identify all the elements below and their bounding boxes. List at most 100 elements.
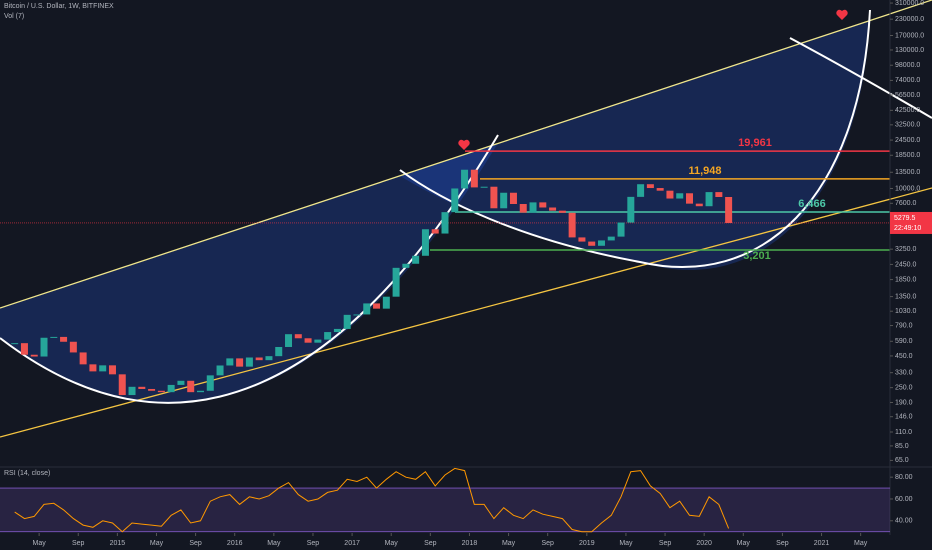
candle [333,328,341,333]
arc [0,134,499,404]
x-tick-label: May [619,540,633,547]
x-tick-label: 2021 [814,540,830,547]
x-tick-label: Sep [776,540,789,547]
y-tick-label: 56500.0 [895,92,920,99]
shaded-area [400,21,870,271]
rsi-band [0,488,890,532]
y-tick-label: 85.0 [895,443,909,450]
y-tick-label: 790.0 [895,322,913,329]
y-tick-label: 1030.0 [895,308,917,315]
candle [607,236,615,241]
candle [206,375,214,391]
candle [490,186,498,209]
candle [402,263,410,268]
x-tick-label: May [854,540,868,547]
volume-label: Vol (7) [4,13,24,20]
y-tick-label: 250.0 [895,385,913,392]
candle [20,343,28,355]
y-tick-label: 13500.0 [895,169,920,176]
candle [226,358,234,366]
candle [108,365,116,375]
candle [324,332,332,340]
y-tick-label: 32500.0 [895,122,920,129]
candle [60,336,68,342]
x-tick-label: May [502,540,516,547]
x-tick-label: May [385,540,399,547]
candle [715,192,723,197]
y-tick-label: 18500.0 [895,152,920,159]
y-tick-label: 330.0 [895,370,913,377]
candle [314,339,322,343]
y-tick-label: 170000.0 [895,32,924,39]
y-tick-label: 146.0 [895,414,913,421]
x-tick-label: May [33,540,47,547]
y-tick-label: 3250.0 [895,246,917,253]
candle [686,193,694,204]
candle [588,241,596,246]
candle [245,357,253,367]
candle [695,203,703,207]
x-tick-label: 2017 [344,540,360,547]
level-label: 6,466 [798,198,826,210]
candle [431,229,439,234]
x-tick-label: Sep [307,540,320,547]
candle [509,192,517,205]
x-tick-label: 2020 [696,540,712,547]
candle [40,337,48,357]
trend-line [0,187,932,438]
candle [705,192,713,207]
candle [656,188,664,191]
y-tick-label: 590.0 [895,338,913,345]
candle [529,202,537,213]
x-tick-label: Sep [659,540,672,547]
candle [441,212,449,234]
candle [568,212,576,238]
candle [138,386,146,389]
candle [294,334,302,339]
y-tick-label: 10000.0 [895,185,920,192]
candle [157,390,165,393]
countdown-label: 22:49:10 [894,225,921,232]
y-tick-label: 230000.0 [895,16,924,23]
y-tick-label: 65.0 [895,457,909,464]
candle [353,314,361,316]
candle [187,380,195,393]
candle [275,346,283,357]
candle [480,186,488,188]
last-price-box [890,211,932,234]
candle [578,237,586,242]
candle [167,384,175,393]
candle [597,240,605,246]
candle [255,357,263,361]
x-tick-label: Sep [189,540,202,547]
heart-icon [836,9,848,20]
rsi-label: RSI (14, close) [4,470,50,477]
candle [118,374,126,396]
drawings [0,0,932,438]
y-tick-label: 24500.0 [895,137,920,144]
y-tick-label: 1350.0 [895,293,917,300]
y-tick-label: 1850.0 [895,276,917,283]
candle [216,365,224,376]
y-tick-label: 98000.0 [895,62,920,69]
candle [11,343,19,345]
y-tick-label: 130000.0 [895,47,924,54]
candle [196,390,204,393]
arc [789,37,932,119]
candle [79,352,87,365]
candle [373,303,381,309]
candle [89,364,97,372]
candle [666,190,674,199]
candle [539,202,547,208]
candle [725,196,733,223]
level-label: 3,201 [743,250,771,262]
candle [617,222,625,237]
candle [421,229,429,256]
candle [69,341,77,353]
x-tick-label: May [737,540,751,547]
candle [30,354,38,357]
candle [646,184,654,189]
y-tick-label: 2450.0 [895,261,917,268]
